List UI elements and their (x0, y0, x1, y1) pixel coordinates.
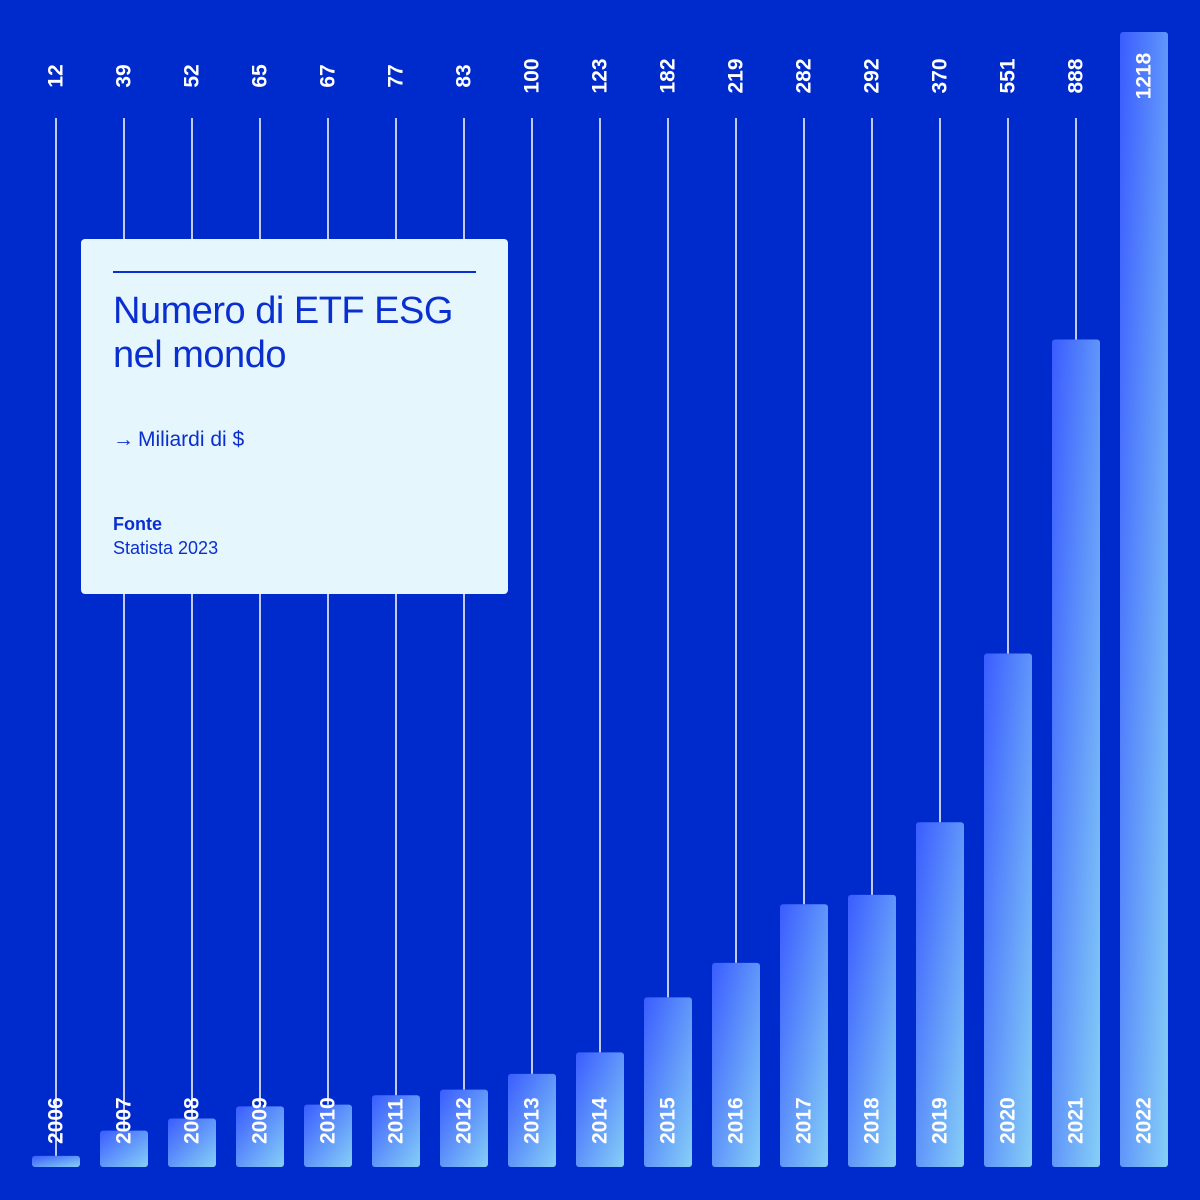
bar-2011 (372, 1095, 420, 1167)
data-label: 219 (725, 58, 748, 93)
data-label: 52 (181, 64, 204, 87)
chart-title: Numero di ETF ESG nel mondo (113, 290, 453, 376)
bar-2008 (168, 1118, 216, 1167)
data-label: 551 (997, 58, 1020, 93)
bar-2022 (1120, 32, 1168, 1167)
source-value: Statista 2023 (113, 538, 219, 558)
bar-2021 (1052, 339, 1100, 1167)
data-label: 888 (1065, 58, 1088, 93)
category-label: 2017 (793, 1097, 816, 1144)
data-label: 100 (521, 58, 544, 93)
category-label: 2019 (929, 1097, 952, 1144)
data-label: 65 (249, 64, 272, 88)
data-label: 182 (657, 58, 680, 93)
source-label: Fonte (113, 514, 162, 534)
bar-2014 (576, 1052, 624, 1167)
bar-2018 (848, 894, 896, 1167)
bar-2013 (508, 1073, 556, 1167)
bar-2019 (916, 822, 964, 1167)
category-label: 2014 (589, 1097, 612, 1144)
data-label: 83 (453, 64, 476, 87)
category-label: 2021 (1065, 1097, 1088, 1144)
bar-2007 (100, 1130, 148, 1167)
unit-text: Miliardi di $ (138, 428, 245, 451)
data-label: 292 (861, 58, 884, 93)
data-label: 1218 (1133, 52, 1156, 99)
category-label: 2016 (725, 1097, 748, 1144)
category-label: 2013 (521, 1097, 544, 1144)
data-label: 12 (45, 64, 68, 87)
bar-2017 (780, 904, 828, 1167)
category-label: 2008 (181, 1097, 204, 1144)
arrow-right-icon: → (113, 428, 134, 451)
category-label: 2018 (861, 1097, 884, 1144)
info-card: Numero di ETF ESG nel mondo → Miliardi di… (81, 239, 508, 594)
data-label: 123 (589, 58, 612, 93)
bar-2020 (984, 653, 1032, 1167)
data-label: 67 (317, 64, 340, 87)
category-label: 2020 (997, 1097, 1020, 1144)
data-label: 370 (929, 58, 952, 93)
bar-2006 (32, 1155, 80, 1167)
data-label: 39 (113, 64, 136, 87)
category-label: 2007 (113, 1097, 136, 1144)
category-label: 2012 (453, 1097, 476, 1144)
bar-2009 (236, 1106, 284, 1167)
unit-label: → Miliardi di $ (113, 427, 244, 453)
category-label: 2011 (385, 1098, 408, 1144)
card-divider (113, 271, 476, 273)
bar-2016 (712, 962, 760, 1167)
category-label: 2006 (45, 1097, 68, 1144)
data-label: 77 (385, 64, 408, 87)
category-label: 2022 (1133, 1097, 1156, 1144)
bar-2012 (440, 1089, 488, 1167)
data-label: 282 (793, 58, 816, 93)
bar-2015 (644, 997, 692, 1167)
category-label: 2009 (249, 1097, 272, 1144)
bar-2010 (304, 1104, 352, 1167)
category-label: 2010 (317, 1097, 340, 1144)
category-label: 2015 (657, 1097, 680, 1144)
